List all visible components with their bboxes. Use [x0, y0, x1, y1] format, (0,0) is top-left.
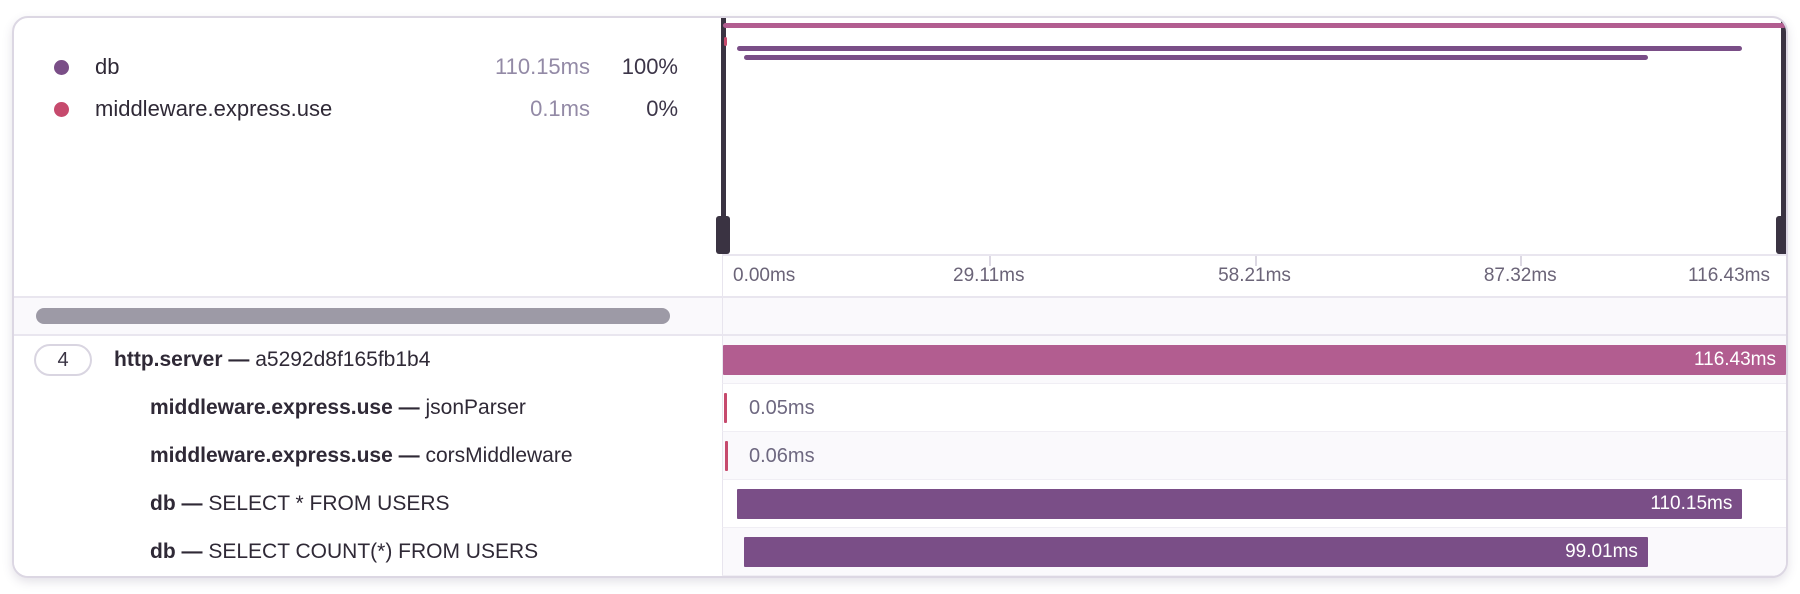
span-row-label-cell[interactable]: middleware.express.use — jsonParser [14, 384, 722, 432]
span-duration-label: 0.06ms [749, 445, 815, 467]
span-description: jsonParser [425, 396, 526, 419]
span-op-name: db — [150, 492, 203, 515]
minimap-right-drag-handle[interactable] [1776, 18, 1786, 254]
span-description: corsMiddleware [425, 444, 573, 467]
span-row-label-cell[interactable]: db — SELECT * FROM USERS [14, 480, 722, 528]
time-axis-label: 29.11ms [953, 265, 1025, 286]
operation-percent: 0% [646, 96, 678, 121]
span-row: 4 http.server — a5292d8f165fb1b4 116.43m… [14, 336, 1786, 384]
operation-duration: 0.1ms [530, 96, 590, 121]
span-title: db — SELECT COUNT(*) FROM USERS [150, 540, 538, 564]
span-title: db — SELECT * FROM USERS [150, 492, 450, 516]
minimap-panel: 0.00ms 29.11ms 58.21ms 87.32ms 116.43ms [716, 18, 1786, 296]
minimap-span-line [736, 46, 1743, 51]
minimap-span-line [724, 37, 728, 46]
trace-minimap[interactable] [716, 18, 1786, 254]
span-description: SELECT * FROM USERS [208, 492, 450, 515]
span-description: a5292d8f165fb1b4 [255, 348, 431, 371]
span-duration-bar[interactable]: 99.01ms [743, 537, 1648, 567]
operation-name: middleware.express.use [95, 96, 333, 121]
span-duration-label: 0.05ms [749, 397, 815, 419]
span-op-name: middleware.express.use — [150, 444, 420, 467]
time-axis-label: 116.43ms [1687, 265, 1770, 286]
scrollbar-thumb[interactable] [36, 308, 670, 324]
span-title: http.server — a5292d8f165fb1b4 [114, 348, 430, 372]
span-row-bar-cell: 110.15ms [722, 480, 1786, 528]
span-row: db — SELECT * FROM USERS 110.15ms [14, 480, 1786, 528]
span-tree: 4 http.server — a5292d8f165fb1b4 116.43m… [14, 336, 1786, 576]
minimap-left-handle-grip[interactable] [716, 216, 730, 254]
span-row-label-cell[interactable]: middleware.express.use — corsMiddleware [14, 432, 722, 480]
time-axis-tick [988, 256, 991, 266]
span-row-label-cell[interactable]: db — SELECT COUNT(*) FROM USERS [14, 528, 722, 576]
span-description: SELECT COUNT(*) FROM USERS [208, 540, 539, 563]
span-op-name: db — [150, 540, 203, 563]
minimap-left-drag-handle[interactable] [716, 18, 730, 254]
legend-row: middleware.express.use 0.1ms 0% [14, 88, 678, 130]
span-row-bar-cell: 116.43ms [722, 336, 1786, 384]
span-row-bar-cell: 0.06ms [722, 432, 1786, 480]
span-title: middleware.express.use — corsMiddleware [150, 444, 573, 468]
time-axis: 0.00ms 29.11ms 58.21ms 87.32ms 116.43ms [723, 254, 1786, 296]
minimap-left-handle-line [720, 18, 726, 254]
minimap-span-line [723, 23, 1786, 28]
time-axis-tick [1254, 256, 1257, 266]
span-op-name: middleware.express.use — [150, 396, 420, 419]
span-row: db — SELECT COUNT(*) FROM USERS 99.01ms [14, 528, 1786, 576]
span-row: middleware.express.use — jsonParser 0.05… [14, 384, 1786, 432]
minimap-span-line [743, 55, 1648, 60]
operation-color-dot-icon [54, 101, 69, 117]
span-op-name: http.server — [114, 348, 250, 371]
scrollbar-row-spacer [722, 298, 1786, 334]
legend-row: db 110.15ms 100% [14, 46, 678, 88]
span-duration-bar[interactable]: 110.15ms [736, 489, 1743, 519]
child-count-badge[interactable]: 4 [34, 344, 92, 376]
minimap-right-handle-grip[interactable] [1776, 216, 1786, 254]
operation-duration: 110.15ms [495, 54, 590, 79]
operation-name: db [95, 54, 120, 79]
span-duration-bar[interactable] [724, 393, 728, 423]
time-axis-tick [1520, 256, 1523, 266]
trace-waterfall-card: db 110.15ms 100% middleware.express.use … [12, 16, 1788, 578]
span-duration-bar[interactable]: 116.43ms [723, 345, 1786, 375]
operations-breakdown-legend: db 110.15ms 100% middleware.express.use … [14, 18, 722, 296]
horizontal-scrollbar-row [14, 296, 1786, 336]
scrollbar-track[interactable] [14, 298, 722, 334]
time-axis-label: 58.21ms [1218, 265, 1291, 286]
span-row: middleware.express.use — corsMiddleware … [14, 432, 1786, 480]
span-duration-bar[interactable] [724, 441, 728, 471]
operation-color-dot-icon [54, 59, 69, 75]
span-row-bar-cell: 0.05ms [722, 384, 1786, 432]
time-axis-label: 87.32ms [1483, 265, 1557, 286]
trace-header-section: db 110.15ms 100% middleware.express.use … [14, 18, 1786, 296]
span-row-bar-cell: 99.01ms [722, 528, 1786, 576]
minimap-right-handle-line [1780, 18, 1786, 254]
span-title: middleware.express.use — jsonParser [150, 396, 526, 420]
time-axis-label: 0.00ms [733, 265, 796, 286]
span-row-label-cell[interactable]: 4 http.server — a5292d8f165fb1b4 [14, 336, 722, 384]
operation-percent: 100% [621, 54, 678, 79]
